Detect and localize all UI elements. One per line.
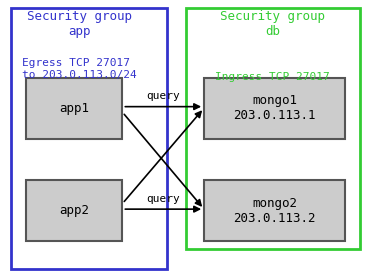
Text: Egress TCP 27017
to 203.0.113.0/24: Egress TCP 27017 to 203.0.113.0/24 bbox=[22, 58, 137, 80]
Text: Ingress TCP 27017: Ingress TCP 27017 bbox=[215, 72, 330, 82]
FancyBboxPatch shape bbox=[204, 78, 345, 138]
Text: Security group
db: Security group db bbox=[220, 10, 325, 38]
FancyBboxPatch shape bbox=[204, 180, 345, 241]
Text: app1: app1 bbox=[59, 102, 89, 114]
Text: query: query bbox=[147, 91, 180, 101]
FancyBboxPatch shape bbox=[26, 180, 122, 241]
Text: app2: app2 bbox=[59, 204, 89, 217]
Text: mongo2
203.0.113.2: mongo2 203.0.113.2 bbox=[233, 196, 316, 225]
FancyBboxPatch shape bbox=[11, 8, 167, 269]
FancyBboxPatch shape bbox=[26, 78, 122, 138]
FancyBboxPatch shape bbox=[186, 8, 360, 249]
Text: query: query bbox=[147, 194, 180, 204]
Text: Security group
app: Security group app bbox=[27, 10, 132, 38]
Text: mongo1
203.0.113.1: mongo1 203.0.113.1 bbox=[233, 94, 316, 122]
